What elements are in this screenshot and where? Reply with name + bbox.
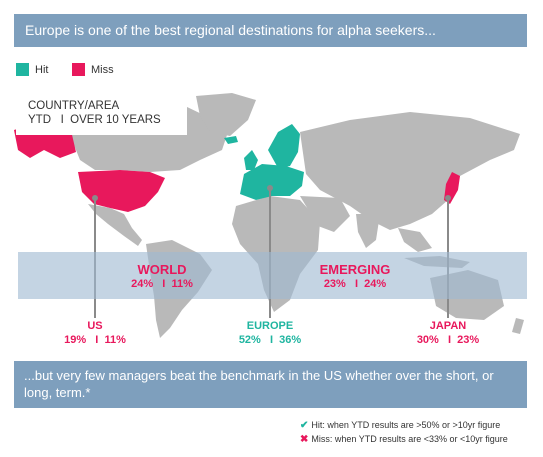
continental-europe-shape — [240, 164, 304, 200]
key-hit: ✔ Hit: when YTD results are >50% or >10yr… — [300, 420, 500, 431]
japan-label: JAPAN 30% I 23% — [406, 320, 490, 347]
key-miss: ✖ Miss: when YTD results are <33% or <10y… — [300, 434, 508, 445]
world-values: 24% I 11% — [131, 278, 193, 290]
legend-swatch-miss — [72, 63, 85, 76]
legend-label-miss: Miss — [91, 63, 114, 76]
us-values: 19% I 11% — [64, 334, 126, 346]
world-name: WORLD — [137, 262, 187, 277]
key-miss-text: Miss: when YTD results are <33% or <10yr… — [311, 434, 508, 444]
southeast-asia-shape — [398, 228, 432, 252]
ytd-10-years-heading: YTD I OVER 10 YEARS — [28, 114, 161, 126]
japan-pointer-dot — [445, 195, 451, 201]
check-icon: ✔ — [300, 420, 309, 431]
footer-text: ...but very few managers beat the benchm… — [24, 368, 494, 400]
country-area-heading: COUNTRY/AREA — [28, 100, 120, 112]
header-banner: Europe is one of the best regional desti… — [14, 14, 527, 47]
mexico-shape — [88, 204, 142, 246]
japan-name: JAPAN — [429, 320, 467, 332]
emerging-name: EMERGING — [319, 262, 391, 277]
legend-item-hit: Hit — [16, 63, 48, 76]
legend-label-hit: Hit — [35, 63, 49, 76]
header-title: Europe is one of the best regional desti… — [25, 22, 436, 38]
new-zealand-shape — [512, 318, 524, 334]
legend-swatch-hit — [16, 63, 29, 76]
europe-values: 52% I 36% — [238, 334, 302, 346]
greenland-shape — [196, 93, 256, 136]
iceland-shape — [224, 136, 238, 144]
global-band — [18, 252, 527, 299]
world-label: WORLD 24% I 11% — [112, 262, 212, 291]
us-label: US 19% I 11% — [55, 320, 135, 347]
us-pointer-dot — [92, 195, 98, 201]
europe-label: EUROPE 52% I 36% — [230, 320, 310, 347]
middle-east-shape — [300, 196, 350, 232]
japan-values: 30% I 23% — [416, 334, 480, 346]
cross-icon: ✖ — [300, 434, 309, 445]
us-name: US — [87, 320, 103, 332]
uk-shape — [244, 150, 258, 170]
legend-item-miss: Miss — [72, 63, 114, 76]
emerging-label: EMERGING 23% I 24% — [300, 262, 410, 291]
india-shape — [356, 214, 380, 248]
country-area-box: COUNTRY/AREA YTD I OVER 10 YEARS — [16, 94, 187, 135]
key-hit-text: Hit: when YTD results are >50% or >10yr … — [311, 420, 501, 430]
footer-banner: ...but very few managers beat the benchm… — [14, 361, 527, 408]
scandinavia-shape — [268, 124, 300, 168]
europe-name: EUROPE — [246, 320, 294, 332]
europe-pointer-dot — [267, 185, 273, 191]
emerging-values: 23% I 24% — [323, 278, 387, 290]
usa-shape — [78, 170, 165, 212]
russia-asia-shape — [300, 112, 520, 230]
